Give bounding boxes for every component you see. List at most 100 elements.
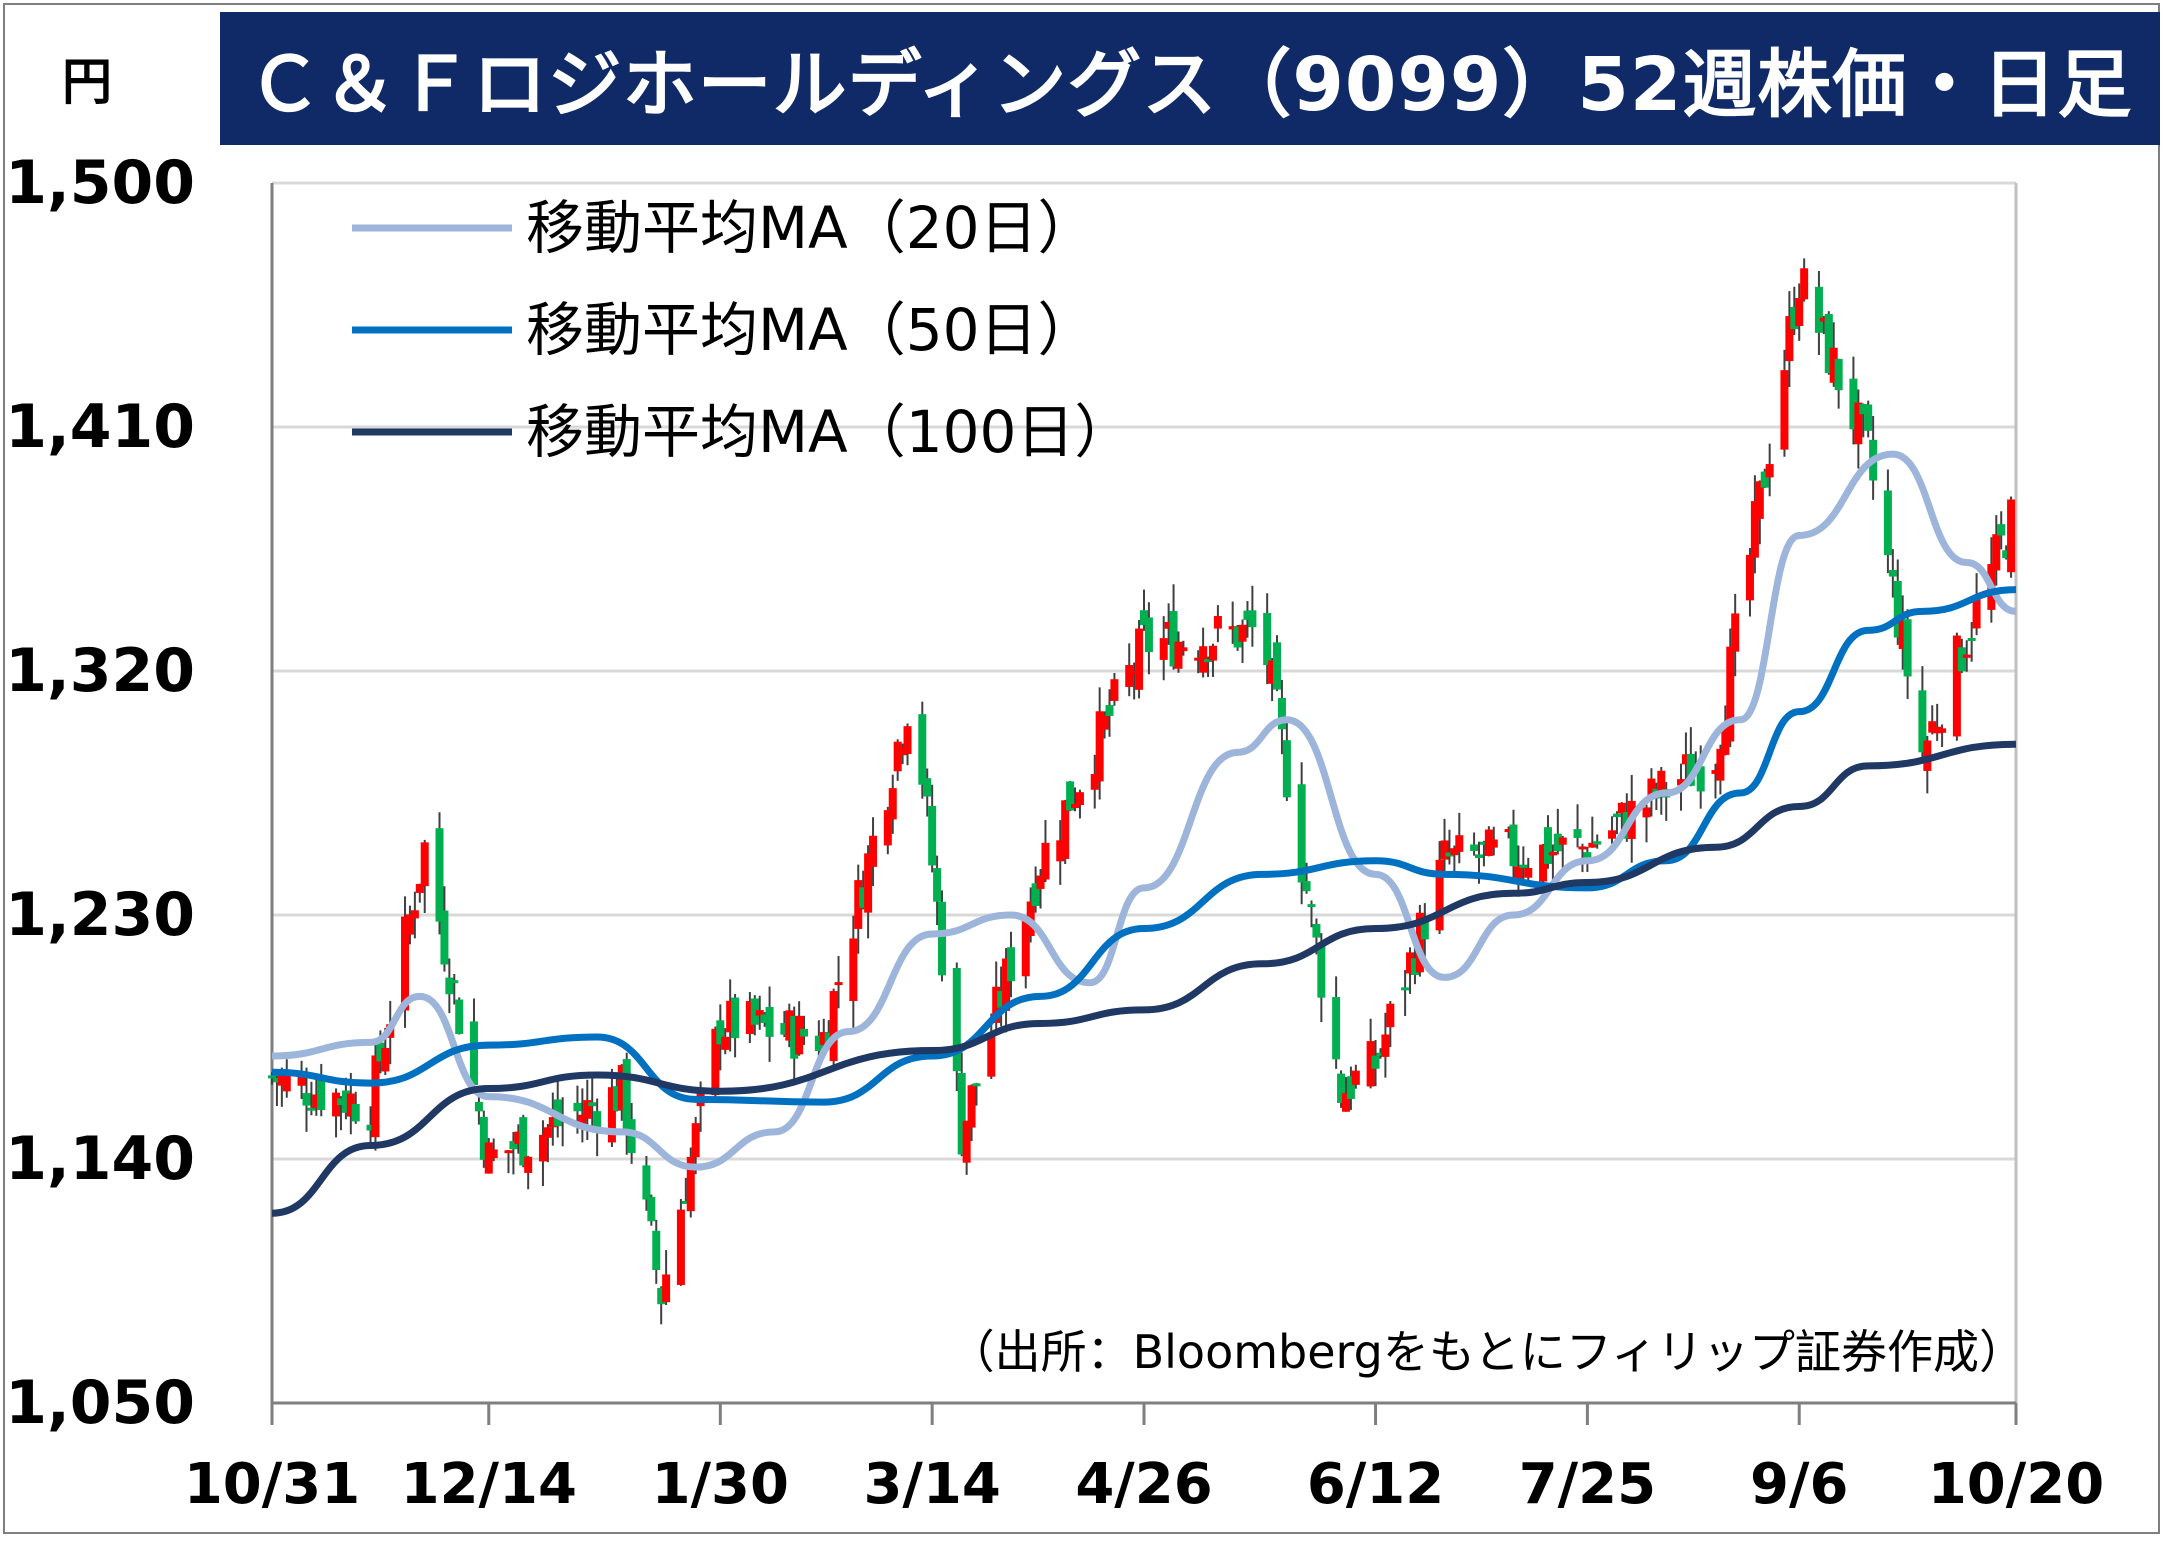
candle-body xyxy=(1918,690,1927,753)
candle-body xyxy=(1445,852,1454,857)
candle-body xyxy=(962,1120,971,1163)
candle xyxy=(1341,1077,1350,1112)
candle-body xyxy=(780,1023,789,1035)
candle-body xyxy=(755,1010,764,1016)
candle xyxy=(1504,826,1513,839)
candle-body xyxy=(440,910,449,965)
candle xyxy=(967,1084,976,1142)
candle-body xyxy=(716,1020,725,1045)
candle-body xyxy=(332,1092,341,1117)
candle-body xyxy=(1888,570,1897,577)
candle xyxy=(1755,480,1764,545)
candle-body xyxy=(795,1015,804,1055)
candle-body xyxy=(1578,846,1587,850)
candle-body xyxy=(1504,829,1513,833)
candle-body xyxy=(514,1131,523,1144)
candle xyxy=(1972,573,1981,636)
candle-body xyxy=(341,1090,350,1113)
y-tick-label: 1,230 xyxy=(5,880,195,950)
candle xyxy=(795,1001,804,1056)
candle-body xyxy=(657,1287,666,1305)
candle-body xyxy=(578,1114,587,1128)
candle xyxy=(923,768,932,817)
candle-body xyxy=(1164,621,1173,629)
candle-body xyxy=(1509,824,1518,867)
candle xyxy=(1992,515,2001,586)
candle-body xyxy=(1371,1055,1380,1069)
candle-body xyxy=(1263,612,1272,666)
candle xyxy=(1110,672,1119,706)
candle-body xyxy=(1903,619,1912,677)
candle-body xyxy=(987,1034,996,1077)
candle xyxy=(450,973,459,1005)
candle xyxy=(864,845,873,939)
candle xyxy=(652,1219,661,1284)
candle xyxy=(1888,549,1897,598)
candle-body xyxy=(1593,841,1602,845)
candle-body xyxy=(918,714,927,785)
candle-body xyxy=(800,1028,809,1037)
candle xyxy=(755,995,764,1030)
candle xyxy=(1785,291,1794,388)
candle xyxy=(1243,601,1252,638)
candle xyxy=(893,739,902,781)
candle-body xyxy=(662,1274,671,1303)
candle xyxy=(849,915,858,1028)
candle-body xyxy=(1755,481,1764,519)
candle xyxy=(336,1096,345,1131)
candle-body xyxy=(1957,647,1966,672)
candle xyxy=(1573,804,1582,848)
candle-body xyxy=(1780,370,1789,450)
candle xyxy=(366,1106,375,1149)
candle xyxy=(1071,787,1080,812)
candle-body xyxy=(972,1083,981,1087)
candle xyxy=(1415,904,1424,977)
candle-body xyxy=(1075,792,1084,806)
candle xyxy=(972,1082,981,1106)
x-tick-label: 10/31 xyxy=(184,1452,360,1517)
candle-body xyxy=(583,1100,592,1119)
candle xyxy=(1883,469,1892,574)
candle-body xyxy=(474,1101,483,1112)
candle xyxy=(686,1147,695,1218)
x-tick-label: 10/20 xyxy=(1928,1452,2104,1517)
candle-body xyxy=(1854,402,1863,445)
candle-body xyxy=(1415,912,1424,973)
candle-body xyxy=(721,1036,730,1050)
candle xyxy=(504,1149,513,1174)
candle-body xyxy=(1785,316,1794,362)
candle-body xyxy=(277,1075,286,1086)
candle-body xyxy=(1238,624,1247,642)
candle xyxy=(952,962,961,1091)
candle-body xyxy=(1061,800,1070,860)
candle-body xyxy=(676,1209,685,1285)
candle-body xyxy=(1036,875,1045,889)
candle xyxy=(1918,666,1927,759)
candle xyxy=(1194,650,1203,674)
candle-body xyxy=(711,1028,720,1096)
candle-body xyxy=(351,1103,360,1122)
candle xyxy=(1420,903,1429,959)
candle xyxy=(489,1138,498,1162)
candle-body xyxy=(543,1127,552,1138)
candle-body xyxy=(302,1093,311,1106)
candle-body xyxy=(819,1032,828,1045)
candle xyxy=(543,1124,552,1163)
candle xyxy=(854,864,863,954)
candle xyxy=(1351,1064,1360,1089)
candle xyxy=(1553,808,1562,855)
candle-body xyxy=(1721,724,1730,755)
candle-body xyxy=(1021,920,1030,977)
candle-body xyxy=(435,828,444,922)
candle xyxy=(1780,349,1789,457)
candle xyxy=(1726,628,1735,748)
candle xyxy=(785,1003,794,1048)
candle-body xyxy=(1346,1076,1355,1099)
candle-body xyxy=(1041,842,1050,880)
candle-body xyxy=(1366,1041,1375,1087)
candle-body xyxy=(1849,378,1858,430)
candle xyxy=(415,883,424,903)
candle-body xyxy=(484,1142,493,1174)
candle-body xyxy=(297,1076,306,1086)
candle xyxy=(1213,605,1222,643)
